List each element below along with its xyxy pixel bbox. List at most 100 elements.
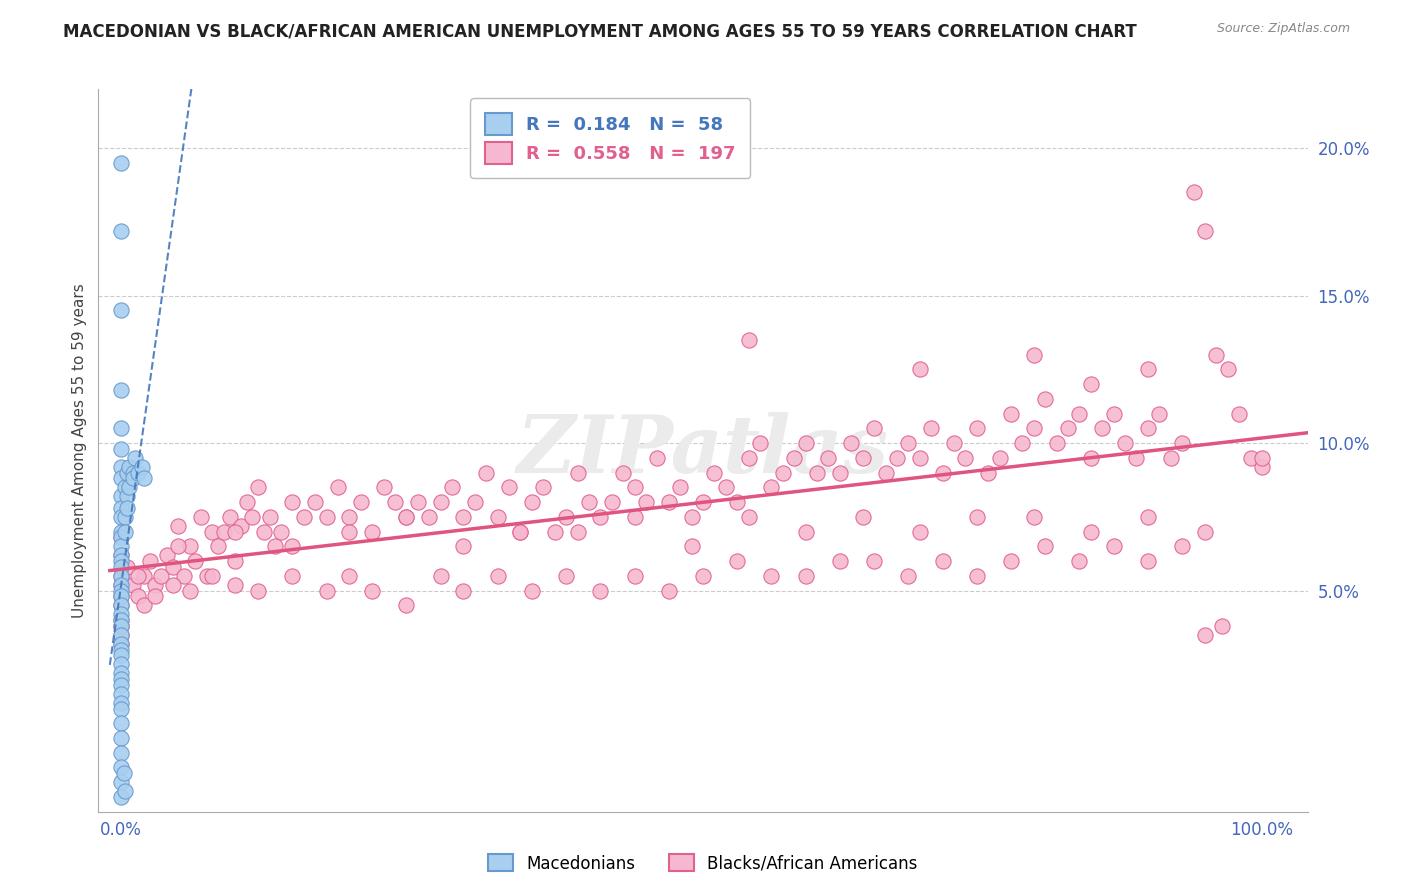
Point	[441, 480, 464, 494]
Point	[863, 554, 886, 568]
Point	[1091, 421, 1114, 435]
Point	[110, 613, 132, 627]
Point	[114, 480, 136, 494]
Point	[112, 766, 135, 780]
Point	[110, 657, 132, 672]
Point	[761, 480, 783, 494]
Point	[1022, 509, 1045, 524]
Point	[247, 583, 270, 598]
Point	[315, 509, 337, 524]
Point	[110, 666, 132, 681]
Point	[150, 569, 173, 583]
Point	[897, 436, 920, 450]
Point	[110, 383, 132, 397]
Point	[207, 539, 229, 553]
Point	[429, 495, 451, 509]
Point	[555, 569, 578, 583]
Point	[110, 531, 132, 545]
Point	[1136, 554, 1159, 568]
Point	[201, 569, 224, 583]
Point	[110, 731, 132, 745]
Point	[966, 569, 988, 583]
Point	[253, 524, 276, 539]
Point	[1033, 539, 1056, 553]
Point	[110, 619, 132, 633]
Point	[658, 495, 681, 509]
Point	[828, 554, 851, 568]
Point	[977, 466, 1000, 480]
Point	[1216, 362, 1239, 376]
Point	[931, 554, 953, 568]
Point	[270, 524, 292, 539]
Point	[612, 466, 634, 480]
Point	[110, 672, 132, 686]
Point	[110, 599, 132, 613]
Point	[1251, 459, 1274, 474]
Point	[115, 466, 138, 480]
Point	[110, 531, 132, 545]
Point	[259, 509, 281, 524]
Point	[115, 560, 138, 574]
Point	[1080, 524, 1102, 539]
Point	[114, 524, 136, 539]
Point	[224, 554, 246, 568]
Point	[966, 509, 988, 524]
Point	[908, 362, 931, 376]
Point	[725, 554, 748, 568]
Point	[966, 421, 988, 435]
Point	[1149, 407, 1171, 421]
Point	[156, 548, 179, 562]
Point	[110, 599, 132, 613]
Point	[114, 784, 136, 798]
Point	[110, 760, 132, 774]
Point	[162, 577, 184, 591]
Point	[852, 509, 875, 524]
Point	[589, 509, 612, 524]
Point	[395, 599, 418, 613]
Point	[121, 577, 143, 591]
Point	[486, 509, 509, 524]
Text: MACEDONIAN VS BLACK/AFRICAN AMERICAN UNEMPLOYMENT AMONG AGES 55 TO 59 YEARS CORR: MACEDONIAN VS BLACK/AFRICAN AMERICAN UNE…	[63, 22, 1137, 40]
Point	[1080, 377, 1102, 392]
Point	[623, 509, 645, 524]
Point	[115, 500, 138, 515]
Point	[520, 495, 543, 509]
Point	[1194, 524, 1216, 539]
Point	[1251, 450, 1274, 465]
Point	[1102, 407, 1125, 421]
Point	[337, 524, 360, 539]
Point	[852, 450, 875, 465]
Point	[121, 466, 143, 480]
Point	[281, 539, 304, 553]
Point	[201, 524, 224, 539]
Point	[692, 569, 714, 583]
Point	[118, 459, 141, 474]
Point	[235, 495, 257, 509]
Point	[897, 569, 920, 583]
Point	[384, 495, 406, 509]
Point	[1000, 554, 1022, 568]
Point	[110, 156, 132, 170]
Point	[1057, 421, 1080, 435]
Point	[464, 495, 486, 509]
Point	[1022, 421, 1045, 435]
Point	[908, 450, 931, 465]
Point	[931, 466, 953, 480]
Point	[794, 524, 817, 539]
Point	[1136, 421, 1159, 435]
Point	[110, 500, 132, 515]
Point	[110, 569, 132, 583]
Point	[1160, 450, 1182, 465]
Point	[920, 421, 942, 435]
Point	[520, 583, 543, 598]
Point	[555, 509, 578, 524]
Point	[281, 495, 304, 509]
Point	[658, 583, 681, 598]
Point	[1069, 554, 1091, 568]
Point	[1136, 509, 1159, 524]
Point	[886, 450, 908, 465]
Point	[589, 583, 612, 598]
Point	[110, 716, 132, 731]
Point	[509, 524, 531, 539]
Point	[600, 495, 623, 509]
